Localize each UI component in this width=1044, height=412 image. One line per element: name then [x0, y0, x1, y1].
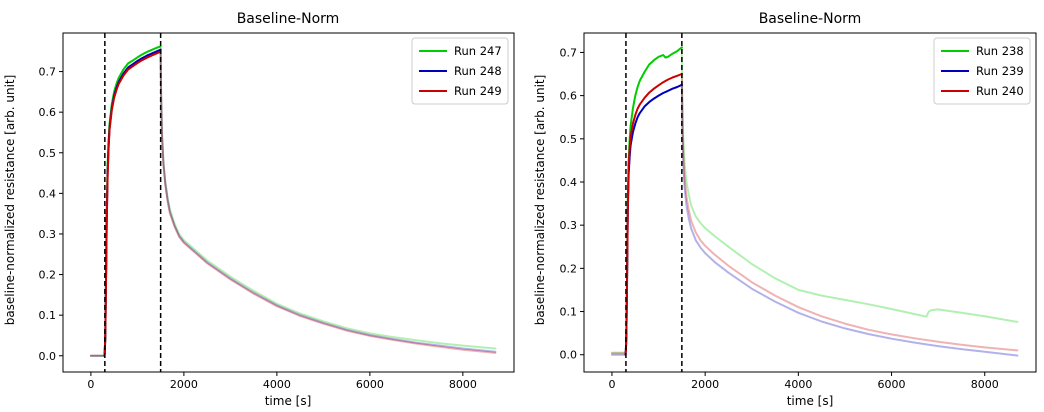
series-line-recovery: [159, 45, 497, 350]
legend-label: Run 238: [976, 44, 1024, 58]
y-axis-label: baseline-normalized resistance [arb. uni…: [533, 75, 547, 326]
series-line-exposure: [624, 73, 683, 355]
series-run-239: [611, 83, 1019, 357]
y-tick-label: 0.4: [39, 187, 57, 200]
series-line-baseline: [89, 334, 107, 357]
x-axis-label: time [s]: [787, 394, 834, 408]
x-tick-label: 0: [608, 378, 615, 391]
legend-label: Run 239: [976, 64, 1024, 78]
legend-label: Run 240: [976, 84, 1024, 98]
series-line-baseline: [611, 332, 628, 356]
series-line-baseline: [611, 332, 628, 355]
legend-label: Run 249: [454, 84, 502, 98]
y-tick-label: 0.1: [39, 309, 57, 322]
x-tick-label: 8000: [971, 378, 999, 391]
legend-box: [933, 37, 1031, 105]
axes-frame: [583, 32, 1037, 373]
y-tick-label: 0.6: [560, 90, 578, 103]
chart-title: Baseline-Norm: [237, 11, 340, 27]
y-tick-label: 0.6: [39, 106, 57, 119]
series-line-exposure: [103, 45, 162, 357]
series-line-recovery: [680, 73, 1019, 352]
legend-label: Run 248: [454, 64, 502, 78]
series-line-recovery: [680, 83, 1019, 357]
y-tick-label: 0.2: [39, 269, 57, 282]
y-tick-label: 0.0: [39, 350, 57, 363]
series-line-baseline: [89, 334, 107, 357]
x-tick-label: 4000: [263, 378, 291, 391]
series-line-baseline: [89, 334, 107, 357]
y-tick-label: 0.5: [560, 133, 578, 146]
series-line-baseline: [611, 332, 628, 354]
x-tick-label: 8000: [449, 378, 477, 391]
x-tick-label: 2000: [170, 378, 198, 391]
y-tick-label: 0.5: [39, 147, 57, 160]
x-tick-label: 6000: [356, 378, 384, 391]
legend-label: Run 247: [454, 44, 502, 58]
y-tick-label: 0.3: [39, 228, 57, 241]
legend: Run 247 Run 248 Run 249: [411, 37, 509, 105]
series-line-exposure: [624, 83, 683, 356]
series-line-recovery: [159, 50, 497, 354]
y-tick-label: 0.3: [560, 219, 578, 232]
chart-panel-right: Baseline-Norm baseline-normalized resist…: [533, 11, 1037, 408]
legend: Run 238 Run 239 Run 240: [933, 37, 1031, 105]
axes-frame: [62, 32, 515, 373]
series-line-recovery: [680, 46, 1019, 323]
y-axis-label: baseline-normalized resistance [arb. uni…: [3, 75, 17, 326]
chart-title: Baseline-Norm: [759, 11, 862, 27]
series-line-exposure: [624, 46, 683, 354]
series-line-exposure: [103, 50, 162, 357]
y-tick-label: 0.1: [560, 306, 578, 319]
series-line-recovery: [159, 48, 497, 353]
x-tick-label: 6000: [878, 378, 906, 391]
x-tick-label: 0: [87, 378, 94, 391]
y-tick-label: 0.7: [560, 46, 578, 59]
y-tick-label: 0.4: [560, 176, 578, 189]
y-tick-label: 0.2: [560, 262, 578, 275]
x-tick-label: 2000: [691, 378, 719, 391]
y-tick-label: 0.0: [560, 349, 578, 362]
x-axis-label: time [s]: [265, 394, 312, 408]
y-tick-label: 0.7: [39, 66, 57, 79]
x-tick-label: 4000: [784, 378, 812, 391]
chart-panel-left: Baseline-Norm baseline-normalized resist…: [3, 11, 515, 408]
legend-box: [411, 37, 509, 105]
